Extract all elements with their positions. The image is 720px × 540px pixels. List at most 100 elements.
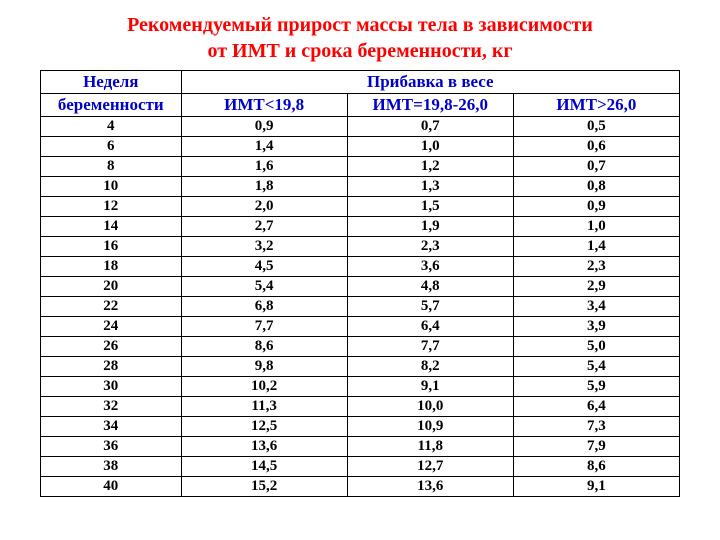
cell-week: 38	[41, 457, 182, 477]
cell-value: 5,4	[181, 277, 347, 297]
cell-week: 14	[41, 217, 182, 237]
cell-week: 20	[41, 277, 182, 297]
table-row: 289,88,25,4	[41, 357, 680, 377]
cell-week: 40	[41, 477, 182, 497]
cell-value: 10,2	[181, 377, 347, 397]
cell-value: 7,3	[513, 417, 679, 437]
cell-value: 0,7	[513, 157, 679, 177]
cell-value: 0,8	[513, 177, 679, 197]
table-row: 163,22,31,4	[41, 237, 680, 257]
header-bmi-mid: ИМТ=19,8-26,0	[347, 94, 513, 117]
table-row: 4015,213,69,1	[41, 477, 680, 497]
header-bmi-low: ИМТ<19,8	[181, 94, 347, 117]
cell-value: 2,3	[347, 237, 513, 257]
cell-week: 34	[41, 417, 182, 437]
title-line-2: от ИМТ и срока беременности, кг	[207, 40, 512, 62]
cell-value: 13,6	[347, 477, 513, 497]
table-row: 3613,611,87,9	[41, 437, 680, 457]
cell-value: 1,9	[347, 217, 513, 237]
cell-value: 6,4	[347, 317, 513, 337]
cell-value: 7,7	[181, 317, 347, 337]
cell-value: 12,5	[181, 417, 347, 437]
cell-value: 4,8	[347, 277, 513, 297]
cell-week: 36	[41, 437, 182, 457]
cell-value: 6,4	[513, 397, 679, 417]
cell-week: 18	[41, 257, 182, 277]
cell-value: 6,8	[181, 297, 347, 317]
cell-week: 32	[41, 397, 182, 417]
cell-value: 12,7	[347, 457, 513, 477]
cell-value: 15,2	[181, 477, 347, 497]
header-row-1: Неделя Прибавка в весе	[41, 71, 680, 94]
cell-week: 4	[41, 117, 182, 137]
table-row: 142,71,91,0	[41, 217, 680, 237]
cell-value: 9,1	[347, 377, 513, 397]
header-group: Прибавка в весе	[181, 71, 679, 94]
cell-value: 9,8	[181, 357, 347, 377]
header-week-top: Неделя	[41, 71, 182, 94]
cell-value: 11,3	[181, 397, 347, 417]
cell-value: 10,0	[347, 397, 513, 417]
cell-week: 10	[41, 177, 182, 197]
cell-value: 0,9	[181, 117, 347, 137]
cell-value: 14,5	[181, 457, 347, 477]
cell-value: 13,6	[181, 437, 347, 457]
cell-value: 5,4	[513, 357, 679, 377]
cell-value: 1,2	[347, 157, 513, 177]
cell-value: 3,9	[513, 317, 679, 337]
cell-value: 8,2	[347, 357, 513, 377]
cell-value: 5,7	[347, 297, 513, 317]
cell-week: 12	[41, 197, 182, 217]
table-row: 226,85,73,4	[41, 297, 680, 317]
cell-value: 5,0	[513, 337, 679, 357]
cell-week: 26	[41, 337, 182, 357]
cell-week: 8	[41, 157, 182, 177]
cell-value: 1,0	[347, 137, 513, 157]
cell-value: 8,6	[513, 457, 679, 477]
table-body: 40,90,70,561,41,00,681,61,20,7101,81,30,…	[41, 117, 680, 497]
cell-value: 1,5	[347, 197, 513, 217]
cell-value: 3,2	[181, 237, 347, 257]
cell-week: 24	[41, 317, 182, 337]
data-table: Неделя Прибавка в весе беременности ИМТ<…	[40, 70, 680, 497]
cell-value: 1,3	[347, 177, 513, 197]
cell-value: 2,0	[181, 197, 347, 217]
cell-value: 4,5	[181, 257, 347, 277]
cell-value: 1,8	[181, 177, 347, 197]
table-row: 205,44,82,9	[41, 277, 680, 297]
cell-value: 3,6	[347, 257, 513, 277]
table-row: 3412,510,97,3	[41, 417, 680, 437]
cell-week: 30	[41, 377, 182, 397]
cell-value: 2,9	[513, 277, 679, 297]
page-title: Рекомендуемый прирост массы тела в завис…	[40, 12, 680, 64]
table-row: 268,67,75,0	[41, 337, 680, 357]
cell-value: 2,3	[513, 257, 679, 277]
cell-value: 1,4	[513, 237, 679, 257]
cell-value: 1,6	[181, 157, 347, 177]
cell-value: 7,7	[347, 337, 513, 357]
cell-value: 1,4	[181, 137, 347, 157]
cell-week: 16	[41, 237, 182, 257]
cell-value: 8,6	[181, 337, 347, 357]
cell-value: 10,9	[347, 417, 513, 437]
table-row: 122,01,50,9	[41, 197, 680, 217]
cell-week: 6	[41, 137, 182, 157]
cell-value: 3,4	[513, 297, 679, 317]
table-row: 3010,29,15,9	[41, 377, 680, 397]
table-row: 184,53,62,3	[41, 257, 680, 277]
table-row: 81,61,20,7	[41, 157, 680, 177]
cell-value: 0,5	[513, 117, 679, 137]
cell-value: 2,7	[181, 217, 347, 237]
cell-value: 0,6	[513, 137, 679, 157]
cell-value: 0,9	[513, 197, 679, 217]
table-row: 101,81,30,8	[41, 177, 680, 197]
cell-week: 28	[41, 357, 182, 377]
table-row: 61,41,00,6	[41, 137, 680, 157]
cell-value: 5,9	[513, 377, 679, 397]
cell-value: 0,7	[347, 117, 513, 137]
cell-value: 11,8	[347, 437, 513, 457]
table-row: 247,76,43,9	[41, 317, 680, 337]
header-week-bottom: беременности	[41, 94, 182, 117]
header-bmi-high: ИМТ>26,0	[513, 94, 679, 117]
cell-week: 22	[41, 297, 182, 317]
